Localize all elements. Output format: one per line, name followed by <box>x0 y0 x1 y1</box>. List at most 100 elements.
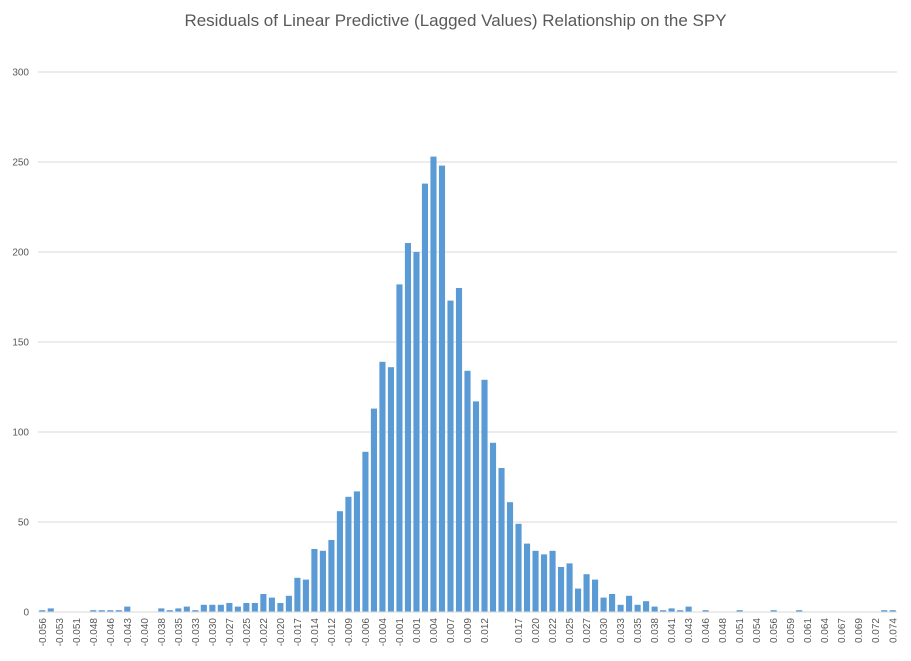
x-tick-label: 0.051 <box>735 618 746 643</box>
bar <box>158 608 165 612</box>
bar <box>217 604 224 612</box>
x-tick-label: -0.030 <box>208 618 219 647</box>
bar <box>677 610 684 612</box>
bar <box>319 550 326 612</box>
y-axis-ticks: 0 50 100 150 200 250 300 <box>12 68 29 619</box>
bar <box>498 468 505 612</box>
bar <box>183 606 190 612</box>
bar <box>39 610 46 612</box>
bar <box>302 579 309 612</box>
bar <box>557 567 565 612</box>
x-tick-label: 0.069 <box>854 618 865 643</box>
bar <box>447 300 454 612</box>
bar <box>506 502 514 612</box>
bar <box>549 550 556 612</box>
bar-series <box>39 156 896 612</box>
x-tick-label: 0.030 <box>599 618 610 643</box>
x-tick-label: -0.004 <box>378 618 389 647</box>
bar <box>226 603 233 612</box>
x-tick-label: -0.017 <box>293 618 304 647</box>
bar <box>353 491 360 612</box>
y-tick-label: 250 <box>12 158 29 169</box>
bar <box>592 579 599 612</box>
bar <box>796 610 803 612</box>
bar <box>268 597 275 612</box>
x-tick-label: -0.012 <box>327 618 338 647</box>
bar <box>472 401 480 612</box>
y-tick-label: 100 <box>12 428 29 439</box>
y-tick-label: 300 <box>12 68 29 79</box>
x-tick-label: 0.074 <box>888 618 899 643</box>
y-tick-label: 0 <box>23 608 29 619</box>
x-tick-label: -0.027 <box>225 618 236 647</box>
x-tick-label: 0.020 <box>531 618 542 643</box>
bar <box>438 165 446 612</box>
x-tick-label: 0.012 <box>480 618 491 643</box>
bar <box>166 610 173 612</box>
x-tick-label: 0.043 <box>684 618 695 643</box>
bar <box>362 451 369 612</box>
bar <box>90 610 97 612</box>
bar <box>413 252 420 612</box>
bar <box>277 603 284 612</box>
bar <box>566 563 573 612</box>
bar <box>736 610 743 612</box>
x-tick-label: 0.035 <box>633 618 644 643</box>
x-tick-label: -0.040 <box>140 618 151 647</box>
x-tick-label: -0.025 <box>242 618 253 647</box>
bar <box>532 550 539 612</box>
x-tick-label: -0.033 <box>191 618 202 647</box>
x-tick-label: 0.059 <box>786 618 797 643</box>
bar <box>379 361 386 612</box>
bar <box>643 601 650 612</box>
bar <box>396 284 403 612</box>
x-tick-label: 0.001 <box>412 618 423 643</box>
x-tick-label: 0.046 <box>701 618 712 643</box>
bar <box>115 610 122 612</box>
bar <box>47 608 54 612</box>
x-tick-label: -0.051 <box>72 618 83 647</box>
x-tick-label: -0.038 <box>157 618 168 647</box>
bar <box>370 408 377 612</box>
bar <box>600 597 607 612</box>
bar <box>464 370 471 612</box>
bar <box>260 594 267 612</box>
bar <box>685 606 692 612</box>
bar <box>209 604 216 612</box>
bar <box>634 604 641 612</box>
x-tick-label: -0.014 <box>310 618 321 647</box>
bar <box>481 379 488 612</box>
bar <box>583 574 590 612</box>
x-tick-label: -0.022 <box>259 618 270 647</box>
bar <box>455 288 463 612</box>
x-tick-label: 0.041 <box>667 618 678 643</box>
bar <box>609 594 616 612</box>
x-tick-label: 0.054 <box>752 618 763 643</box>
x-tick-label: -0.053 <box>55 618 66 647</box>
bar <box>387 367 395 612</box>
bar <box>175 608 182 612</box>
chart-title: Residuals of Linear Predictive (Lagged V… <box>184 11 727 30</box>
x-tick-label: -0.020 <box>276 618 287 647</box>
x-tick-label: 0.027 <box>582 618 593 643</box>
x-tick-label: -0.056 <box>38 618 49 647</box>
x-tick-label: -0.009 <box>344 618 355 647</box>
x-tick-label: -0.048 <box>89 618 100 647</box>
x-tick-label: 0.017 <box>514 618 525 643</box>
x-tick-label: 0.033 <box>616 618 627 643</box>
x-tick-label: 0.072 <box>871 618 882 643</box>
x-tick-label: 0.038 <box>650 618 661 643</box>
y-tick-label: 50 <box>18 518 30 529</box>
bar <box>651 606 658 612</box>
bar <box>243 603 250 612</box>
y-tick-label: 150 <box>12 338 29 349</box>
bar <box>251 603 258 612</box>
x-tick-label: 0.067 <box>837 618 848 643</box>
x-tick-label: 0.022 <box>548 618 559 643</box>
x-tick-label: 0.007 <box>446 618 457 643</box>
bar <box>404 243 412 612</box>
bar <box>107 610 114 612</box>
x-tick-label: -0.035 <box>174 618 185 647</box>
bar <box>660 610 667 612</box>
